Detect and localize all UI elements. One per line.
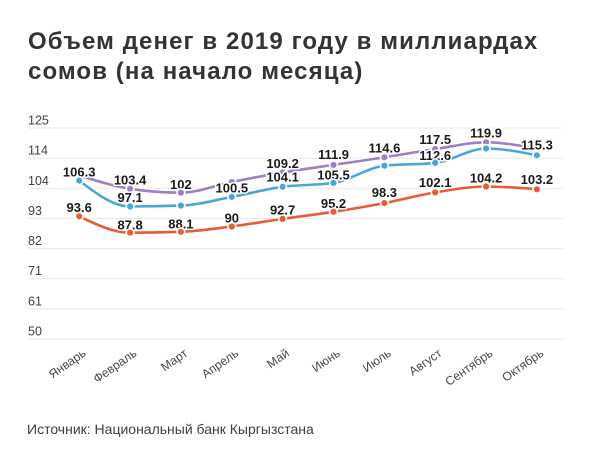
svg-text:106.3: 106.3 xyxy=(63,165,96,180)
svg-text:82: 82 xyxy=(28,234,42,248)
svg-text:105.5: 105.5 xyxy=(317,167,350,182)
svg-text:103.4: 103.4 xyxy=(114,173,147,188)
svg-text:102: 102 xyxy=(170,177,192,192)
svg-text:104: 104 xyxy=(28,174,49,188)
svg-text:98.3: 98.3 xyxy=(372,185,397,200)
svg-text:71: 71 xyxy=(28,264,42,278)
svg-text:115.3: 115.3 xyxy=(521,137,553,152)
svg-text:Источник: Национальный банк Кы: Источник: Национальный банк Кыргызстана xyxy=(27,421,314,437)
svg-text:114.6: 114.6 xyxy=(368,140,400,155)
svg-text:97.1: 97.1 xyxy=(117,190,142,205)
svg-text:88.1: 88.1 xyxy=(168,216,193,231)
svg-text:103.2: 103.2 xyxy=(521,172,554,187)
svg-text:109.2: 109.2 xyxy=(266,156,299,171)
svg-text:104.1: 104.1 xyxy=(266,170,299,185)
svg-text:119.9: 119.9 xyxy=(470,126,502,141)
svg-text:114: 114 xyxy=(28,144,48,158)
svg-text:сомов (на начало месяца): сомов (на начало месяца) xyxy=(28,58,363,85)
svg-text:61: 61 xyxy=(28,294,42,308)
svg-text:93: 93 xyxy=(28,204,42,218)
svg-text:92.7: 92.7 xyxy=(270,203,295,218)
svg-text:117.5: 117.5 xyxy=(419,132,451,147)
svg-text:87.8: 87.8 xyxy=(117,217,142,232)
svg-text:104.2: 104.2 xyxy=(470,170,503,185)
svg-text:100.5: 100.5 xyxy=(216,180,249,195)
svg-text:111.9: 111.9 xyxy=(318,147,349,162)
svg-text:125: 125 xyxy=(28,114,49,128)
svg-text:95.2: 95.2 xyxy=(321,196,346,211)
svg-text:112.6: 112.6 xyxy=(419,148,451,163)
svg-text:90: 90 xyxy=(225,210,239,225)
svg-text:50: 50 xyxy=(28,325,42,339)
svg-text:93.6: 93.6 xyxy=(67,200,92,215)
svg-text:102.1: 102.1 xyxy=(419,175,452,190)
svg-text:Объем денег в 2019 году в милл: Объем денег в 2019 году в миллиардах xyxy=(28,28,538,55)
